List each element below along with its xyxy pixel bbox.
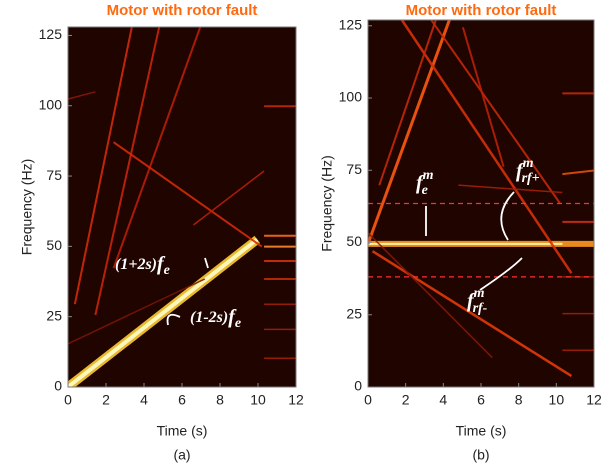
plot-frame [67, 26, 297, 388]
ridge [68, 237, 259, 387]
y-tick-label: 75 [346, 161, 362, 177]
y-axis-label: Frequency (Hz) [319, 155, 335, 251]
ridge [112, 27, 202, 269]
annotation-symbol: f [416, 172, 425, 194]
x-tick-label: 4 [140, 392, 148, 408]
annotation-sub: rf- [473, 301, 488, 316]
ridge [68, 91, 96, 100]
annotation: fm e [416, 168, 434, 198]
annotation-sub: e [164, 263, 170, 278]
ridge [73, 27, 133, 305]
y-tick-label: 50 [46, 237, 62, 253]
panel: 0 2 4 6 8 10 12 0 25 50 75 100 125 Motor with rotor f… [19, 2, 304, 463]
ridge [94, 27, 161, 316]
x-tick-label: 12 [586, 392, 602, 408]
x-tick-label: 8 [216, 392, 224, 408]
y-tick-label: 100 [339, 89, 363, 105]
ridge [430, 20, 561, 205]
y-tick-label: 75 [46, 167, 62, 183]
ridge [371, 250, 573, 378]
panel: 0 2 4 6 8 10 12 0 25 50 75 100 125 Motor with rotor f… [319, 2, 602, 463]
y-tick-label: 125 [39, 26, 63, 42]
annotation-symbol: f [516, 160, 525, 182]
y-axis-label: Frequency (Hz) [19, 159, 35, 255]
annotation-symbol: f [228, 306, 237, 328]
ridge [113, 141, 263, 248]
spectrogram [368, 20, 594, 378]
annotation-sup: m [423, 168, 434, 183]
ridge [368, 232, 493, 359]
caption: (b) [472, 447, 489, 463]
x-axis-label: Time (s) [456, 423, 507, 439]
x-tick-label: 2 [402, 392, 410, 408]
x-tick-label: 6 [477, 392, 485, 408]
y-tick-label: 0 [354, 378, 362, 394]
y-tick-label: 25 [346, 305, 362, 321]
annotation-arrow [479, 257, 523, 291]
annotation-sub: e [235, 316, 241, 331]
annotation-sub: e [422, 183, 428, 198]
chart-title: Motor with rotor fault [107, 2, 258, 19]
ridge [68, 278, 206, 345]
spectrogram [68, 27, 296, 387]
caption: (a) [173, 447, 190, 463]
ridge [458, 184, 563, 194]
ridge [192, 170, 265, 226]
x-tick-label: 12 [288, 392, 304, 408]
annotation-arrow [166, 313, 181, 326]
annotation-symbol: f [157, 253, 166, 275]
annotation-prefix: (1+2s) [115, 256, 157, 273]
annotation-arrow [500, 191, 515, 241]
plot-area [68, 27, 296, 387]
chart-title: Motor with rotor fault [406, 2, 557, 19]
y-tick-label: 100 [39, 96, 63, 112]
annotation-prefix: (1-2s) [190, 309, 228, 326]
y-tick-label: 25 [46, 307, 62, 323]
x-tick-label: 0 [64, 392, 72, 408]
annotation: (1-2s)fe [190, 306, 241, 332]
x-tick-label: 6 [178, 392, 186, 408]
x-tick-label: 10 [250, 392, 266, 408]
y-tick-label: 125 [339, 16, 363, 32]
ridge [562, 169, 594, 176]
ridge [378, 20, 437, 186]
annotation-symbol: f [467, 290, 476, 312]
annotation: fm rf- [467, 286, 488, 316]
y-tick-label: 50 [346, 233, 362, 249]
annotation-sup: m [474, 286, 485, 301]
x-tick-label: 8 [515, 392, 523, 408]
x-tick-label: 0 [364, 392, 372, 408]
ridge [461, 27, 505, 168]
annotation-sub: rf+ [522, 171, 540, 186]
annotation-sup: m [523, 156, 534, 171]
annotation: (1+2s)fe [115, 253, 170, 279]
x-tick-label: 4 [439, 392, 447, 408]
x-axis-label: Time (s) [157, 423, 208, 439]
annotation: fm rf+ [516, 156, 540, 186]
y-tick-label: 0 [54, 378, 62, 394]
x-tick-label: 2 [102, 392, 110, 408]
annotation-arrow [204, 257, 209, 269]
ridge [400, 20, 573, 274]
plot-frame [367, 19, 595, 388]
x-tick-label: 10 [549, 392, 565, 408]
ridge [368, 20, 451, 245]
